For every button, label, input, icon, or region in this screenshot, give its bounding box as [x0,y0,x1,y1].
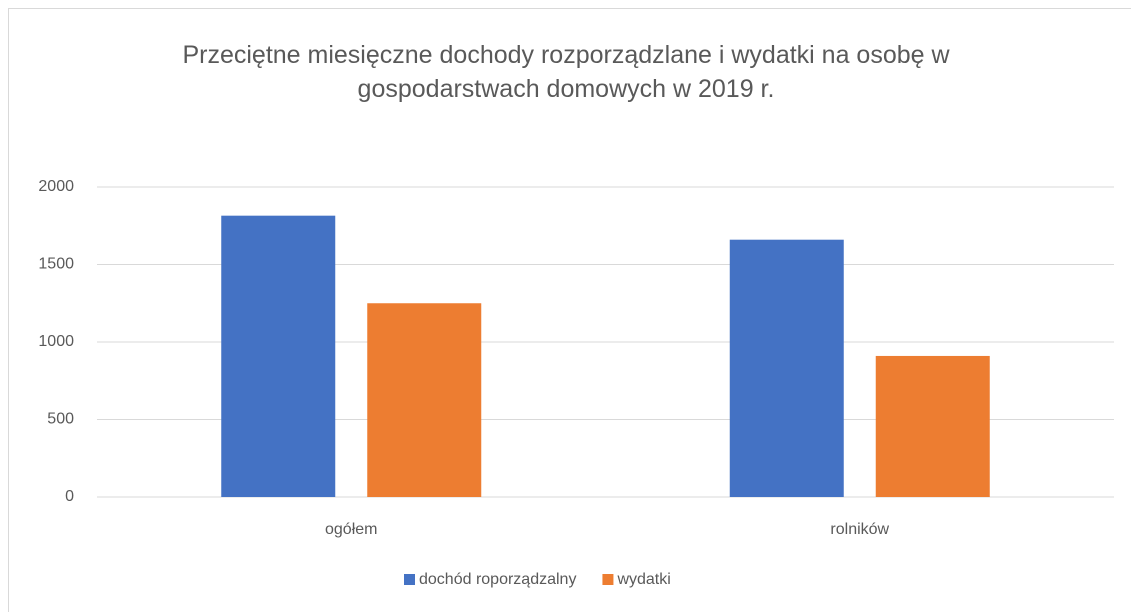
legend-swatch [404,574,415,585]
bar [875,355,990,497]
chart-frame [8,8,1131,612]
bar [729,239,844,497]
bar [367,303,482,497]
y-tick-label: 1000 [38,333,74,350]
chart-title: Przeciętne miesięczne dochody rozporządz… [182,41,950,103]
legend-label: dochód roporządzalny [419,571,576,588]
y-tick-label: 2000 [38,178,74,195]
x-tick-label: rolników [830,521,889,538]
y-tick-label: 0 [65,488,74,505]
y-tick-label: 500 [47,411,74,428]
y-tick-label: 1500 [38,256,74,273]
x-tick-label: ogółem [325,521,377,538]
legend-swatch [602,574,614,585]
bar [221,215,336,498]
legend-label: wydatki [616,571,670,588]
